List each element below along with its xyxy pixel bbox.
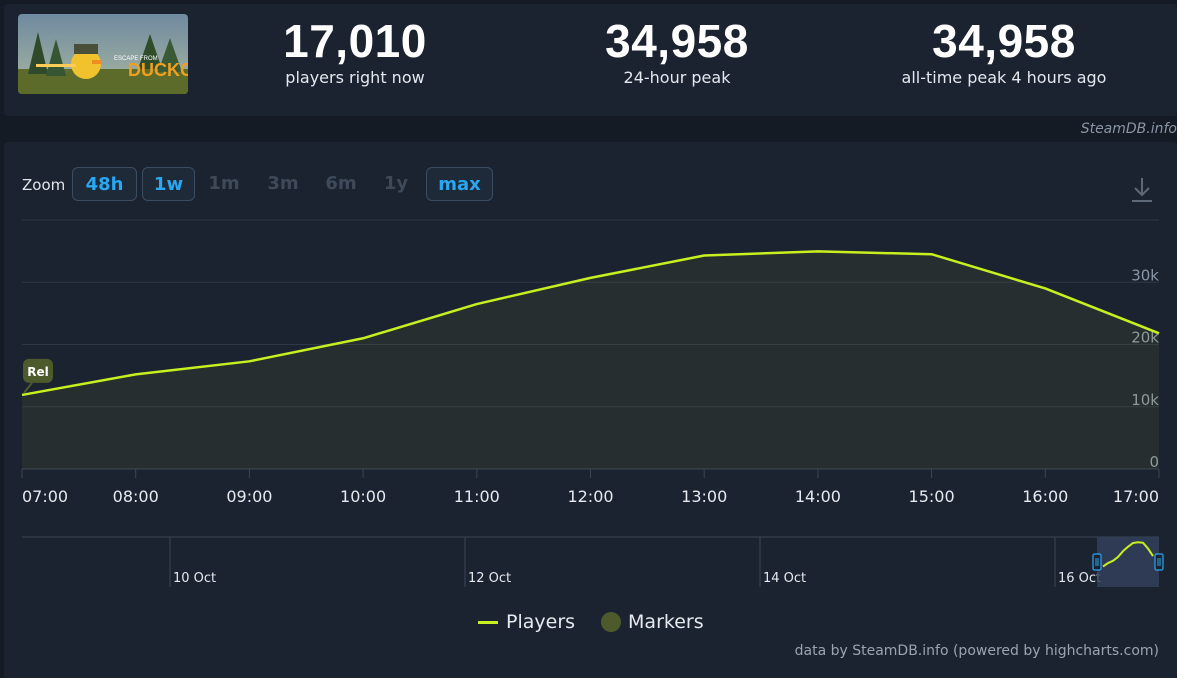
data-point: [1044, 287, 1046, 289]
game-thumbnail[interactable]: DUCKOV ESCAPE FROM: [18, 14, 188, 94]
zoom-max-button[interactable]: max: [426, 167, 493, 201]
data-point: [703, 254, 705, 256]
data-point: [930, 253, 932, 255]
data-point: [21, 394, 23, 396]
x-tick-label: 11:00: [454, 487, 500, 506]
navigator-window: [1097, 537, 1159, 587]
navigator-series: [1102, 541, 1154, 568]
data-point: [1158, 332, 1160, 334]
x-tick-label: 14:00: [795, 487, 841, 506]
day-peak-label: 24-hour peak: [623, 68, 731, 87]
x-tick-label: 09:00: [226, 487, 272, 506]
steamdb-credit[interactable]: SteamDB.info: [1080, 121, 1177, 137]
zoom-label: Zoom: [22, 176, 66, 194]
y-tick-label: 20k: [1131, 329, 1159, 347]
current-players-label: players right now: [285, 68, 425, 87]
x-tick-label: 15:00: [909, 487, 955, 506]
x-tick-label: 12:00: [567, 487, 613, 506]
zoom-1w-button[interactable]: 1w: [142, 167, 195, 201]
alltime-peak-stat: 34,958 all-time peak 4 hours ago: [874, 16, 1134, 87]
release-marker-pin: [23, 382, 33, 394]
zoom-1y-button[interactable]: 1y: [383, 173, 409, 194]
current-players-stat: 17,010 players right now: [255, 16, 455, 87]
data-point: [248, 360, 250, 362]
players-line: [21, 250, 1160, 397]
data-point: [135, 373, 137, 375]
zoom-48h-button[interactable]: 48h: [72, 167, 137, 201]
data-point: [817, 250, 819, 252]
zoom-1m-button[interactable]: 1m: [208, 173, 240, 194]
download-icon[interactable]: [1130, 176, 1154, 208]
x-tick-label: 10:00: [340, 487, 386, 506]
release-marker: [23, 358, 53, 383]
day-peak-value: 34,958: [605, 15, 749, 67]
chart-legend: Players Markers: [478, 611, 704, 633]
zoom-6m-button[interactable]: 6m: [325, 173, 357, 194]
alltime-peak-value: 34,958: [932, 15, 1076, 67]
chart-card: [4, 142, 1177, 678]
x-tick-label: 13:00: [681, 487, 727, 506]
players-area: [22, 251, 1159, 469]
svg-text:DUCKOV: DUCKOV: [128, 60, 188, 80]
x-tick-label: 07:00: [22, 487, 68, 506]
svg-text:ESCAPE FROM: ESCAPE FROM: [114, 56, 158, 62]
navigator-left-handle[interactable]: [1092, 553, 1102, 571]
y-tick-label: 0: [1149, 453, 1159, 471]
data-point: [362, 337, 364, 339]
legend-players[interactable]: Players: [506, 611, 576, 633]
x-tick-label: 08:00: [113, 487, 159, 506]
navigator-label: 14 Oct: [763, 571, 806, 586]
alltime-peak-label: all-time peak 4 hours ago: [901, 68, 1107, 87]
y-tick-label: 30k: [1131, 266, 1159, 284]
players-legend-swatch: [478, 620, 498, 624]
day-peak-stat: 34,958 24-hour peak: [577, 16, 777, 87]
stats-bar: [4, 4, 1177, 116]
footer-credit[interactable]: data by SteamDB.info (powered by highcha…: [794, 643, 1159, 659]
release-marker-label: Rel: [27, 365, 49, 379]
data-point: [476, 303, 478, 305]
y-tick-label: 10k: [1131, 391, 1159, 409]
current-players-value: 17,010: [283, 15, 427, 67]
x-tick-label: 16:00: [1022, 487, 1068, 506]
data-point: [589, 277, 591, 279]
navigator-label: 12 Oct: [468, 571, 511, 586]
legend-markers[interactable]: Markers: [628, 611, 704, 633]
navigator-label: 10 Oct: [173, 571, 216, 586]
navigator-right-handle[interactable]: [1154, 553, 1164, 571]
navigator-label: 16 Oct: [1058, 571, 1101, 586]
x-tick-label: 17:00: [1113, 487, 1159, 506]
markers-legend-swatch: [601, 612, 622, 632]
zoom-3m-button[interactable]: 3m: [267, 173, 299, 194]
